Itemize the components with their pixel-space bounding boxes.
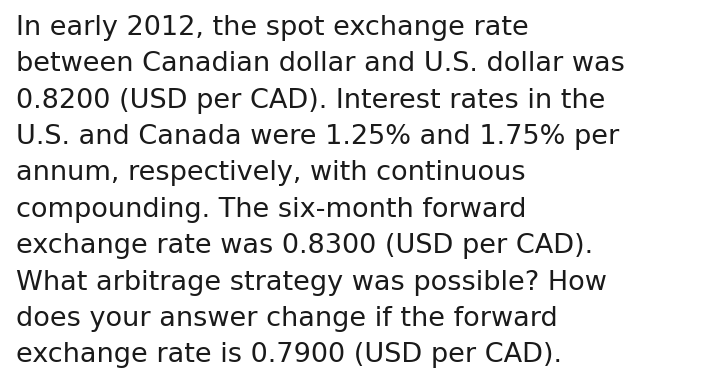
Text: In early 2012, the spot exchange rate
between Canadian dollar and U.S. dollar wa: In early 2012, the spot exchange rate be…	[16, 15, 625, 368]
